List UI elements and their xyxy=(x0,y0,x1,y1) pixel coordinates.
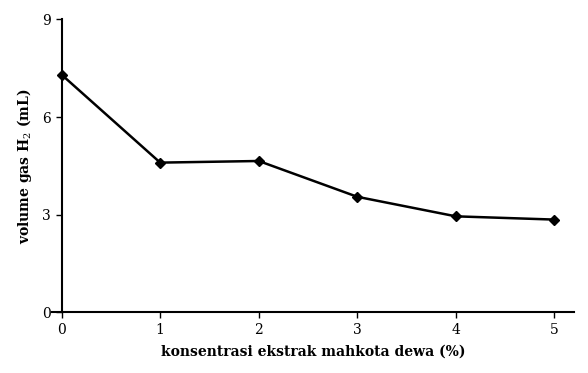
Y-axis label: volume gas H$_2$ (mL): volume gas H$_2$ (mL) xyxy=(15,88,34,244)
X-axis label: konsentrasi ekstrak mahkota dewa (%): konsentrasi ekstrak mahkota dewa (%) xyxy=(161,345,465,359)
